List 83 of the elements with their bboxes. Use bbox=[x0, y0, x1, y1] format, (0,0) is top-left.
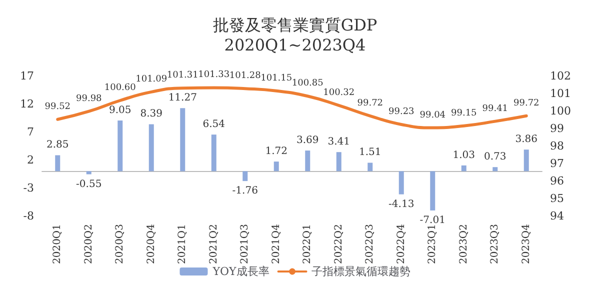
x-tick-label: 2020Q1 bbox=[52, 224, 64, 264]
data-label: 99.98 bbox=[76, 94, 102, 104]
bar bbox=[211, 134, 216, 172]
data-label: -7.01 bbox=[420, 214, 446, 226]
data-label: 6.54 bbox=[202, 119, 226, 130]
bar bbox=[86, 171, 92, 174]
x-tick-label: 2021Q3 bbox=[240, 224, 251, 264]
bar bbox=[148, 124, 154, 172]
data-label: 101.15 bbox=[260, 73, 292, 84]
data-label: 101.31 bbox=[166, 70, 198, 81]
data-label: 101.09 bbox=[136, 74, 168, 84]
bar bbox=[305, 150, 310, 172]
bar bbox=[398, 171, 404, 194]
x-tick-label: 2023Q3 bbox=[490, 224, 501, 264]
data-label: -4.13 bbox=[388, 198, 414, 210]
data-label: 9.05 bbox=[108, 105, 132, 116]
data-label: 99.15 bbox=[450, 108, 478, 118]
data-label: 2.85 bbox=[46, 140, 69, 151]
bar bbox=[368, 162, 373, 172]
data-label: 0.73 bbox=[484, 152, 506, 163]
x-tick-label: 2023Q4 bbox=[520, 224, 532, 264]
y2-tick-label: 95 bbox=[550, 192, 564, 205]
bar bbox=[55, 155, 60, 172]
data-label: 100.60 bbox=[104, 83, 136, 93]
y-tick-label: 7 bbox=[27, 126, 34, 138]
x-tick-label: 2020Q2 bbox=[83, 224, 94, 264]
legend-label: 子指標景氣循環趨勢 bbox=[311, 265, 410, 278]
data-label: 101.28 bbox=[229, 71, 262, 82]
x-tick-label: 2023Q2 bbox=[458, 224, 470, 264]
y2-tick-label: 101 bbox=[550, 87, 571, 100]
bar bbox=[524, 150, 529, 172]
y-tick-label: -3 bbox=[23, 182, 34, 194]
x-tick-label: 2021Q2 bbox=[208, 224, 220, 264]
data-label: 8.39 bbox=[140, 108, 163, 120]
data-label: 1.51 bbox=[358, 147, 382, 158]
data-label: 99.23 bbox=[388, 106, 415, 117]
data-label: 3.41 bbox=[328, 136, 350, 148]
x-tick-label: 2022Q2 bbox=[333, 224, 344, 264]
data-label: 99.04 bbox=[420, 110, 446, 120]
data-label: 1.03 bbox=[452, 150, 476, 161]
y2-tick-label: 100 bbox=[550, 104, 571, 118]
bar bbox=[336, 152, 342, 172]
bar bbox=[118, 120, 123, 172]
x-tick-label: 2020Q4 bbox=[146, 224, 157, 264]
data-label: 99.72 bbox=[357, 98, 384, 108]
data-label: -1.76 bbox=[232, 186, 258, 197]
bar bbox=[430, 171, 436, 210]
x-tick-label: 2021Q4 bbox=[270, 224, 282, 264]
x-tick-label: 2021Q1 bbox=[177, 224, 188, 264]
bar bbox=[242, 171, 248, 182]
x-tick-label: 2023Q1 bbox=[427, 224, 438, 264]
bar bbox=[461, 165, 466, 172]
y2-tick-label: 102 bbox=[550, 70, 571, 82]
data-label: 101.33 bbox=[198, 70, 230, 80]
y-tick-label: 12 bbox=[20, 98, 34, 110]
chart-subtitle: 2020Q1~2023Q4 bbox=[224, 36, 366, 54]
bar bbox=[274, 162, 279, 172]
y2-tick-label: 97 bbox=[550, 157, 564, 170]
y2-tick-label: 94 bbox=[550, 210, 564, 222]
data-label: 99.52 bbox=[44, 102, 71, 112]
chart-title: 批發及零售業實質GDP bbox=[212, 16, 378, 34]
y2-tick-label: 98 bbox=[550, 140, 564, 152]
legend-label: YOY成長率 bbox=[212, 265, 270, 278]
data-label: 100.85 bbox=[292, 78, 324, 89]
data-label: 100.32 bbox=[323, 88, 355, 98]
y-tick-label: 17 bbox=[20, 70, 34, 82]
bar bbox=[492, 167, 498, 172]
data-label: 11.27 bbox=[168, 92, 197, 104]
x-tick-label: 2022Q3 bbox=[364, 224, 376, 264]
data-label: 1.72 bbox=[265, 146, 288, 158]
x-tick-label: 2020Q3 bbox=[114, 224, 126, 264]
data-label: 99.41 bbox=[482, 104, 508, 114]
y-tick-label: -8 bbox=[23, 210, 34, 222]
data-label: 3.69 bbox=[296, 135, 319, 146]
bar bbox=[180, 108, 186, 172]
y2-tick-label: 99 bbox=[550, 122, 564, 135]
x-tick-label: 2022Q1 bbox=[302, 224, 314, 264]
x-tick-label: 2022Q4 bbox=[396, 224, 407, 264]
data-label: -0.55 bbox=[76, 178, 102, 190]
y-tick-label: 2 bbox=[27, 154, 34, 166]
data-label: 3.86 bbox=[515, 134, 538, 146]
y2-tick-label: 96 bbox=[550, 174, 564, 188]
data-label: 99.72 bbox=[513, 98, 540, 108]
